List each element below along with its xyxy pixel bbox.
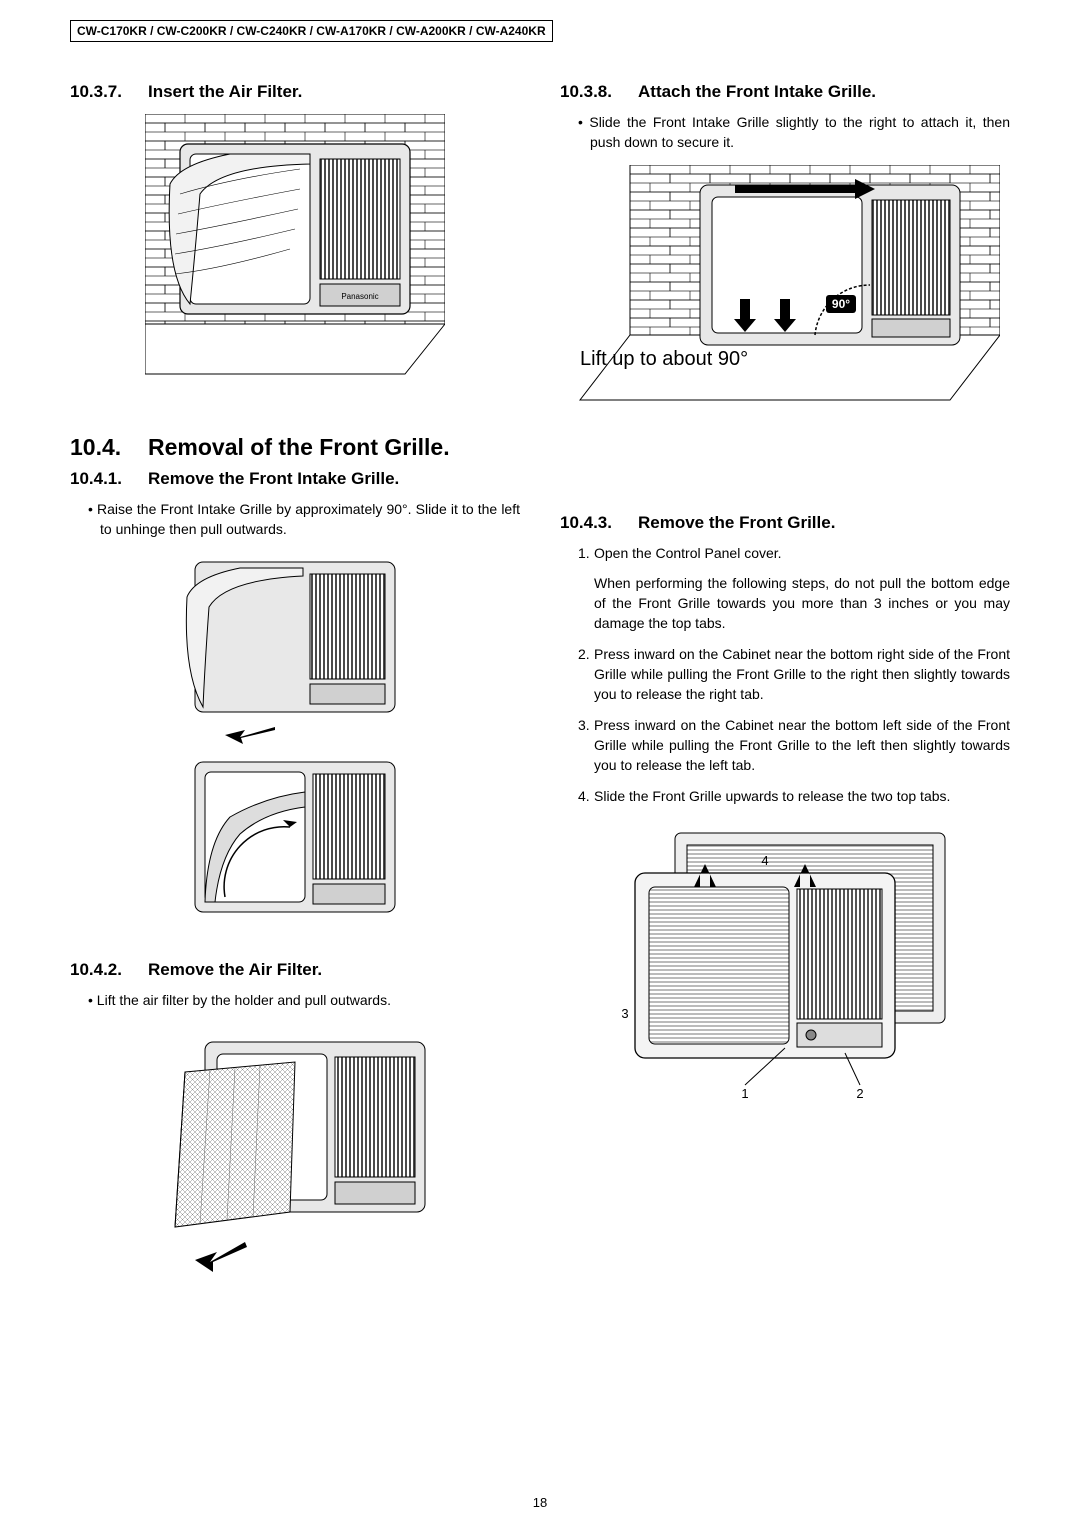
ac-intake-grille-illustration: 90°: [165, 552, 425, 942]
heading-number: 10.3.7.: [70, 82, 148, 102]
heading-text: Attach the Front Intake Grille.: [638, 82, 876, 102]
heading-text: Remove the Front Grille.: [638, 513, 835, 533]
figure-10-3-8: 90° Lift up to about 90°: [560, 165, 1010, 435]
figure-10-3-7: Panasonic: [70, 114, 520, 394]
callout-4: 4: [761, 853, 768, 868]
attach-grille-illustration: 90° Lift up to about 90°: [570, 165, 1000, 435]
front-grille-removal-illustration: 4 3 1 2: [605, 818, 965, 1108]
heading-10-4-1: 10.4.1. Remove the Front Intake Grille.: [70, 469, 520, 489]
bullet-10-3-8: Slide the Front Intake Grille slightly t…: [560, 112, 1010, 153]
figure-10-4-2: [70, 1022, 520, 1272]
heading-10-4-2: 10.4.2. Remove the Air Filter.: [70, 960, 520, 980]
heading-text: Removal of the Front Grille.: [148, 434, 450, 461]
arrow-pull-icon: [195, 1242, 247, 1272]
heading-number: 10.4.: [70, 434, 148, 461]
heading-text: Remove the Front Intake Grille.: [148, 469, 399, 489]
brand-label: Panasonic: [341, 292, 378, 301]
heading-10-3-7: 10.3.7. Insert the Air Filter.: [70, 82, 520, 102]
callout-3: 3: [621, 1006, 628, 1021]
heading-text: Remove the Air Filter.: [148, 960, 322, 980]
step-2: 2.Press inward on the Cabinet near the b…: [560, 644, 1010, 705]
right-column: 10.3.8. Attach the Front Intake Grille. …: [560, 82, 1010, 1290]
step-4: 4.Slide the Front Grille upwards to rele…: [560, 786, 1010, 806]
heading-10-3-8: 10.3.8. Attach the Front Intake Grille.: [560, 82, 1010, 102]
angle-90-label: 90°: [832, 297, 850, 311]
step-1-note: When performing the following steps, do …: [560, 573, 1010, 634]
bullet-10-4-2: Lift the air filter by the holder and pu…: [70, 990, 520, 1010]
callout-1: 1: [741, 1086, 748, 1101]
heading-number: 10.4.3.: [560, 513, 638, 533]
heading-10-4-3: 10.4.3. Remove the Front Grille.: [560, 513, 1010, 533]
heading-number: 10.4.1.: [70, 469, 148, 489]
heading-number: 10.4.2.: [70, 960, 148, 980]
air-filter-illustration: [145, 1022, 445, 1272]
angle-90-label: 90°: [257, 860, 277, 875]
heading-10-4: 10.4. Removal of the Front Grille.: [70, 434, 520, 461]
heading-text: Insert the Air Filter.: [148, 82, 302, 102]
lift-caption: Lift up to about 90°: [580, 348, 748, 370]
model-header: CW-C170KR / CW-C200KR / CW-C240KR / CW-A…: [70, 20, 553, 42]
figure-10-4-3: 4 3 1 2: [560, 818, 1010, 1108]
arrow-left-icon: [225, 727, 275, 744]
left-column: 10.3.7. Insert the Air Filter.: [70, 82, 520, 1290]
callout-2: 2: [856, 1086, 863, 1101]
bullet-10-4-1: Raise the Front Intake Grille by approxi…: [70, 499, 520, 540]
page-number: 18: [0, 1495, 1080, 1510]
ac-unit-illustration: Panasonic: [145, 114, 445, 394]
figure-10-4-1: 90°: [70, 552, 520, 942]
heading-number: 10.3.8.: [560, 82, 638, 102]
step-3: 3.Press inward on the Cabinet near the b…: [560, 715, 1010, 776]
step-1: 1.Open the Control Panel cover.: [560, 543, 1010, 563]
